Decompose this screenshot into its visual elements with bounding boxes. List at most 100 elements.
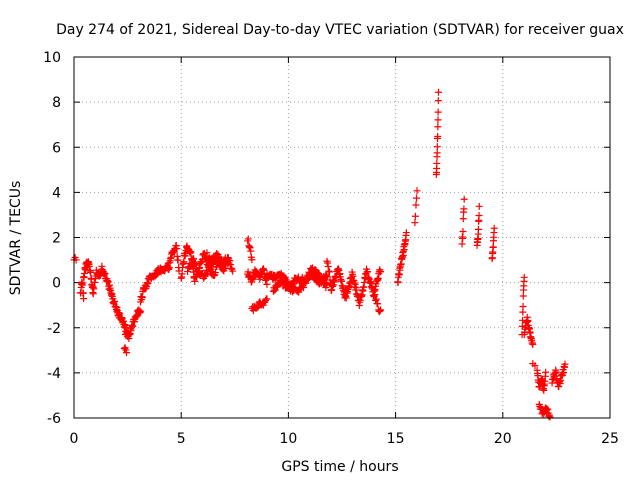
data-point (247, 247, 255, 255)
data-point (374, 300, 382, 308)
data-point (214, 250, 222, 258)
data-point (204, 262, 212, 270)
data-point (304, 275, 312, 283)
data-point (433, 159, 441, 167)
data-point (459, 234, 467, 242)
data-point (322, 280, 330, 288)
data-point (203, 249, 211, 257)
data-point (434, 88, 442, 96)
data-point (412, 201, 420, 209)
data-point (376, 307, 384, 315)
data-point (546, 413, 554, 421)
data-point (202, 266, 210, 274)
data-point (226, 261, 234, 269)
data-point (138, 294, 146, 302)
data-point (377, 306, 385, 314)
data-point (178, 270, 186, 278)
data-point (342, 294, 350, 302)
data-point (174, 256, 182, 264)
data-point (246, 243, 254, 251)
y-tick-label: -4 (47, 366, 61, 382)
data-point (324, 259, 332, 267)
data-point (210, 272, 218, 280)
data-point (187, 248, 195, 256)
data-point (413, 194, 421, 202)
data-point (180, 258, 188, 266)
y-tick-label: 0 (52, 276, 61, 292)
data-point (434, 133, 442, 141)
data-point (323, 257, 331, 265)
data-point (226, 257, 234, 265)
data-point (531, 362, 539, 370)
x-tick-label: 10 (279, 431, 297, 447)
x-tick-label: 25 (601, 431, 619, 447)
data-point (561, 360, 569, 368)
data-point (244, 235, 252, 243)
data-point (173, 244, 181, 252)
data-point (191, 277, 199, 285)
data-point (411, 212, 419, 220)
data-point (323, 272, 331, 280)
y-tick-labels: -6 -4 -2 0 2 4 6 8 10 (43, 50, 61, 427)
data-point (552, 368, 560, 376)
data-point (434, 116, 442, 124)
data-point (434, 97, 442, 105)
data-point (434, 108, 442, 116)
data-point (208, 263, 216, 271)
data-point (121, 321, 129, 329)
data-point (300, 284, 308, 292)
data-point (434, 123, 442, 131)
x-axis-label: GPS time / hours (281, 459, 398, 475)
x-tick-label: 5 (177, 431, 186, 447)
data-point (458, 240, 466, 248)
data-series-sdtvar (70, 88, 569, 421)
data-point (460, 195, 468, 203)
data-point (352, 284, 360, 292)
data-point (489, 243, 497, 251)
x-tick-label: 15 (387, 431, 405, 447)
data-point (245, 242, 253, 250)
data-point (395, 271, 403, 279)
y-tick-label: -2 (47, 321, 61, 337)
data-point (90, 285, 98, 293)
data-point (210, 259, 218, 267)
plot-frame (73, 56, 611, 419)
data-point (325, 268, 333, 276)
data-point (229, 267, 237, 275)
data-point (326, 276, 334, 284)
data-point (475, 211, 483, 219)
data-point (459, 215, 467, 223)
y-tick-label: 4 (52, 185, 61, 201)
data-point (371, 291, 379, 299)
data-point (211, 269, 219, 277)
data-point (529, 340, 537, 348)
data-point (324, 263, 332, 271)
data-point (254, 303, 262, 311)
data-point (433, 149, 441, 157)
data-point (282, 279, 290, 287)
y-tick-label: 2 (52, 231, 61, 247)
chart-title: Day 274 of 2021, Sidereal Day-to-day VTE… (56, 22, 624, 38)
data-point (520, 273, 528, 281)
data-point (262, 296, 270, 304)
data-point (263, 295, 271, 303)
y-axis-label: SDTVAR / TECUs (8, 181, 24, 296)
data-point (413, 187, 421, 195)
data-point (316, 272, 324, 280)
data-point (80, 295, 88, 303)
y-tick-label: 10 (43, 50, 61, 66)
data-point (402, 229, 410, 237)
data-point (560, 368, 568, 376)
data-point (460, 205, 468, 213)
data-point (377, 268, 385, 276)
data-point (475, 202, 483, 210)
data-point (459, 228, 467, 236)
data-point (246, 244, 254, 252)
data-point (490, 224, 498, 232)
data-point (87, 268, 95, 276)
data-point (224, 255, 232, 263)
data-point (519, 303, 527, 311)
data-point (433, 143, 441, 151)
data-point (190, 255, 198, 263)
